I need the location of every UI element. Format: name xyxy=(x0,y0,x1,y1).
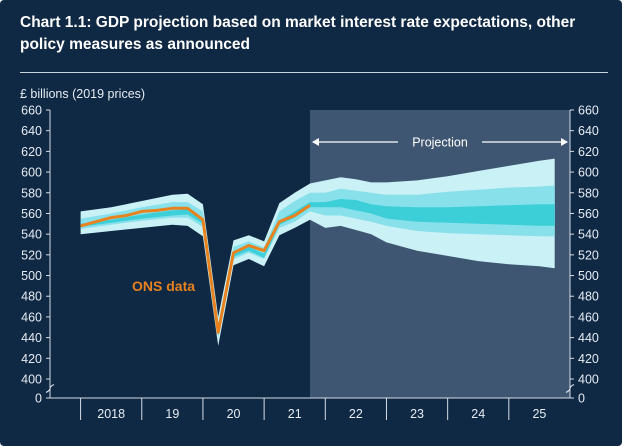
chart-title: Chart 1.1: GDP projection based on marke… xyxy=(20,14,576,53)
y-tick-label-left: 440 xyxy=(21,331,42,345)
y-tick-label-left: 600 xyxy=(21,166,42,180)
x-tick-label: 24 xyxy=(471,407,485,421)
x-tick-label: 25 xyxy=(532,407,546,421)
axis-break-left-icon xyxy=(45,383,55,394)
y-tick-label-right: 540 xyxy=(578,228,599,242)
y-tick-label-left: 460 xyxy=(21,310,42,324)
y-axis-unit-label: £ billions (2019 prices) xyxy=(20,87,146,101)
y-tick-label-left: 660 xyxy=(21,104,42,118)
y-tick-label-left: 520 xyxy=(21,248,42,262)
y-tick-label-right: 580 xyxy=(578,186,599,200)
y-tick-label-right: 560 xyxy=(578,207,599,221)
projection-label: Projection xyxy=(412,136,468,150)
projection-arrowhead-left xyxy=(312,138,319,146)
fan-middle-band xyxy=(80,185,555,338)
y-tick-label-right: 640 xyxy=(578,124,599,138)
y-tick-label-right: 660 xyxy=(578,104,599,118)
y-tick-label-left: 640 xyxy=(21,124,42,138)
y-tick-label-left: 0 xyxy=(35,392,42,406)
y-tick-label-left: 400 xyxy=(21,373,42,387)
y-tick-label-right: 400 xyxy=(578,373,599,387)
y-tick-label-right: 600 xyxy=(578,166,599,180)
y-tick-label-right: 520 xyxy=(578,248,599,262)
ons-data-annotation: ONS data xyxy=(132,278,195,294)
x-tick-label: 20 xyxy=(227,407,241,421)
y-tick-label-left: 500 xyxy=(21,269,42,283)
projection-arrowhead-right xyxy=(561,138,568,146)
x-tick-label: 2018 xyxy=(97,407,125,421)
axis-break-right-icon xyxy=(565,383,575,394)
title-divider xyxy=(20,72,608,73)
y-tick-label-right: 620 xyxy=(578,145,599,159)
y-tick-label-left: 580 xyxy=(21,186,42,200)
y-tick-label-left: 480 xyxy=(21,290,42,304)
y-tick-label-left: 420 xyxy=(21,352,42,366)
x-tick-label: 19 xyxy=(165,407,179,421)
x-tick-label: 21 xyxy=(288,407,302,421)
y-tick-label-right: 0 xyxy=(578,392,585,406)
x-tick-label: 23 xyxy=(410,407,424,421)
y-tick-label-right: 500 xyxy=(578,269,599,283)
ons-data-line xyxy=(80,203,311,334)
y-tick-label-right: 460 xyxy=(578,310,599,324)
y-tick-label-left: 620 xyxy=(21,145,42,159)
y-tick-label-right: 480 xyxy=(578,290,599,304)
y-tick-label-left: 540 xyxy=(21,228,42,242)
fan-inner-band xyxy=(80,199,555,336)
y-tick-label-left: 560 xyxy=(21,207,42,221)
x-tick-label: 22 xyxy=(349,407,363,421)
y-tick-label-right: 440 xyxy=(578,331,599,345)
y-tick-label-right: 420 xyxy=(578,352,599,366)
